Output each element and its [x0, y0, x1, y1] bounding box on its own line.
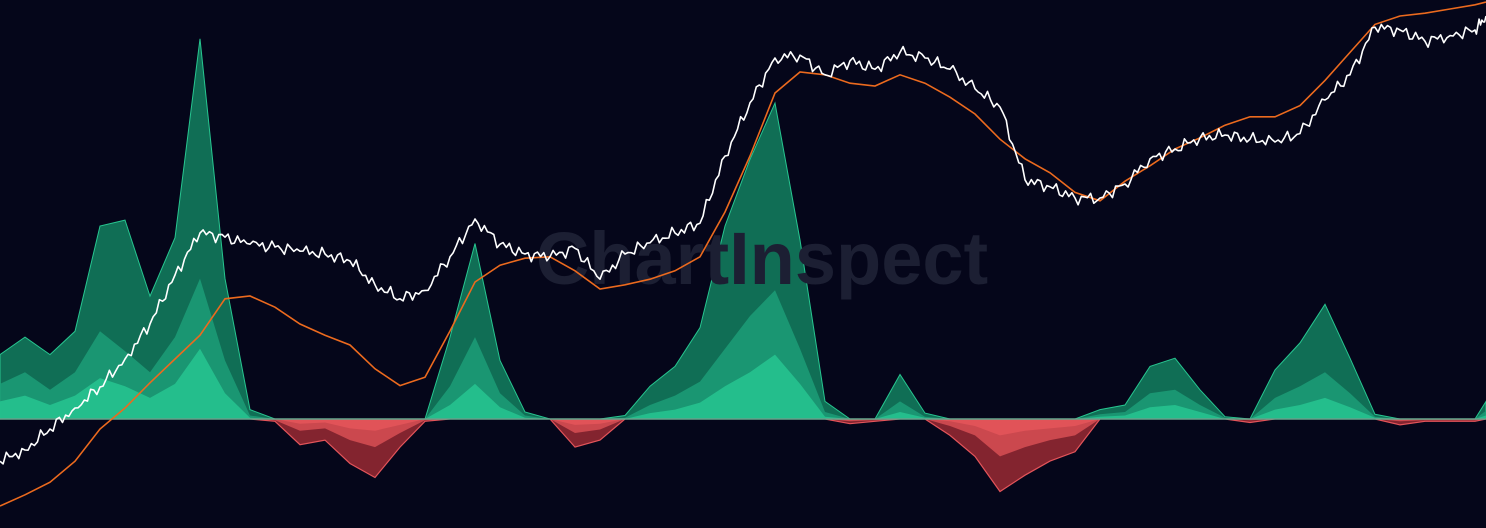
oscillator-mid-positive-area	[0, 278, 1486, 419]
moving-average-line	[0, 1, 1486, 507]
oscillator-layer	[0, 38, 1486, 493]
oscillator-minor-positive-area	[0, 348, 1486, 419]
price-line	[0, 15, 1486, 465]
oscillator-minor-negative-area	[0, 419, 1486, 436]
price-layer	[0, 1, 1486, 507]
watermark-text: ChartInspect	[536, 217, 988, 300]
oscillator-major-positive-area	[0, 38, 1486, 420]
